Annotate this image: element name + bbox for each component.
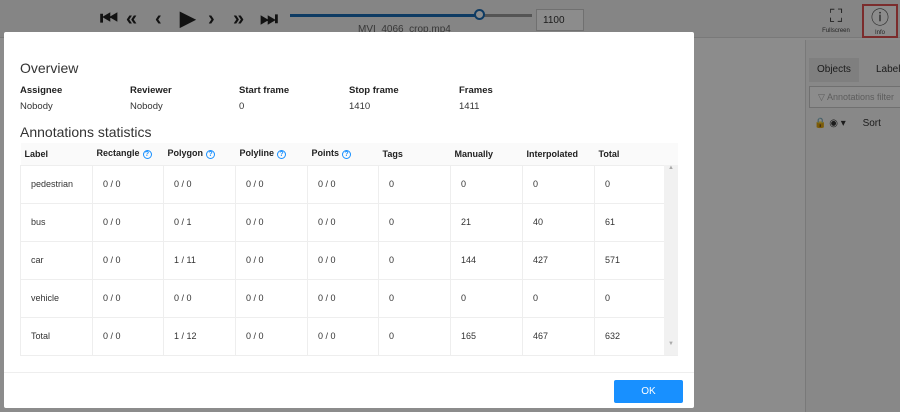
table-cell: 0 / 0 (92, 241, 164, 280)
table-cell: 1 / 12 (163, 317, 236, 356)
table-cell: 0 / 0 (235, 165, 308, 204)
table-cell: 0 / 0 (163, 165, 236, 204)
table-cell: 0 / 0 (92, 165, 164, 204)
table-cell: 427 (522, 241, 595, 280)
table-cell: 0 (522, 165, 595, 204)
table-cell: 0 / 0 (307, 165, 379, 204)
column-header: Total (594, 143, 678, 166)
column-header: Tags (378, 143, 451, 166)
help-icon[interactable]: ? (342, 150, 352, 160)
table-cell: 165 (450, 317, 523, 356)
stats-title: Annotations statistics (20, 124, 152, 140)
table-cell: 0 / 1 (163, 203, 236, 242)
table-cell: 0 (378, 241, 451, 280)
table-cell: 0 / 0 (163, 279, 236, 318)
table-cell: 0 (450, 165, 523, 204)
table-cell: 0 / 0 (235, 317, 308, 356)
table-cell: 0 / 0 (307, 241, 379, 280)
info-modal: Overview Assignee Nobody Reviewer Nobody S… (4, 32, 694, 408)
overview-assignee: Assignee Nobody (20, 85, 63, 112)
table-cell: 0 / 0 (235, 241, 308, 280)
table-cell: 467 (522, 317, 595, 356)
table-cell: pedestrian (20, 165, 93, 204)
fast-backward-icon[interactable]: « (126, 8, 138, 30)
overview-stop-frame: Stop frame 1410 (349, 85, 399, 112)
table-cell: 0 (522, 279, 595, 318)
table-scrollbar[interactable]: ▲ ▼ (664, 165, 678, 355)
tab-objects[interactable]: Objects (809, 58, 859, 82)
play-icon[interactable]: ▶ (180, 8, 196, 30)
filename: MVI_4066_crop.mp4 (358, 24, 451, 35)
overview-title: Overview (20, 60, 79, 76)
table-cell: 0 / 0 (307, 317, 379, 356)
help-icon[interactable]: ? (277, 150, 287, 160)
annotations-filter-input[interactable]: ▽ Annotations filter (809, 86, 900, 108)
first-frame-icon[interactable]: ⏮ (100, 8, 118, 30)
table-cell: 0 / 0 (307, 203, 379, 242)
table-cell: 0 / 0 (92, 317, 164, 356)
frame-slider[interactable] (290, 9, 532, 20)
table-cell: 0 / 0 (92, 279, 164, 318)
overview-start-frame: Start frame 0 (239, 85, 290, 112)
table-cell: 144 (450, 241, 523, 280)
sidebar-controls: 🔒 ◉ ▾ Sort (814, 118, 881, 129)
table-cell: 0 / 0 (235, 279, 308, 318)
info-icon: ⓘ (871, 8, 889, 28)
table-cell: bus (20, 203, 93, 242)
column-header: Polyline? (235, 143, 308, 166)
column-header: Rectangle? (92, 143, 164, 166)
table-cell: 0 (378, 203, 451, 242)
column-header: Manually (450, 143, 523, 166)
column-header: Polygon? (163, 143, 236, 166)
table-cell: 0 (378, 165, 451, 204)
info-button[interactable]: ⓘ Info (862, 4, 898, 38)
stats-table: Label Rectangle? Polygon? Polyline? Points? T… (20, 143, 678, 356)
table-cell: 40 (522, 203, 595, 242)
overview-frames: Frames 1411 (459, 85, 493, 112)
modal-footer (4, 372, 694, 373)
table-cell: Total (20, 317, 93, 356)
table-cell: 0 (378, 279, 451, 318)
table-cell: 0 / 0 (235, 203, 308, 242)
caret-down-icon[interactable]: ▾ (840, 118, 846, 129)
table-cell: 1 / 11 (163, 241, 236, 280)
fast-forward-icon[interactable]: » (233, 8, 245, 30)
objects-sidebar: Objects Labels ▽ Annotations filter 🔒 ◉ … (805, 40, 900, 412)
overview-reviewer: Reviewer Nobody (130, 85, 172, 112)
tab-labels[interactable]: Labels (876, 64, 900, 75)
help-icon[interactable]: ? (206, 150, 215, 160)
table-cell: vehicle (20, 279, 93, 318)
previous-icon[interactable]: ‹ (155, 8, 162, 30)
hide-icon[interactable]: ◉ (829, 118, 838, 129)
lock-icon[interactable]: 🔒 (814, 118, 827, 129)
last-frame-icon[interactable]: ⏭ (260, 8, 278, 30)
next-icon[interactable]: › (208, 8, 215, 30)
fullscreen-icon: ⛶ (829, 6, 843, 26)
table-cell: 21 (450, 203, 523, 242)
fullscreen-button[interactable]: ⛶ Fullscreen (818, 4, 854, 38)
help-icon[interactable]: ? (142, 150, 152, 160)
table-cell: 0 / 0 (92, 203, 164, 242)
top-bar: ⏮ « ‹ ▶ › » ⏭ 1100 MVI_4066_crop.mp4 ⛶ Fu… (0, 0, 900, 38)
table-cell: 0 / 0 (307, 279, 379, 318)
column-header: Label (20, 143, 93, 166)
table-cell: 0 (450, 279, 523, 318)
ok-button[interactable]: OK (614, 380, 683, 403)
frame-input[interactable]: 1100 (536, 9, 584, 31)
table-cell: 0 (378, 317, 451, 356)
column-header: Interpolated (522, 143, 595, 166)
table-cell: car (20, 241, 93, 280)
column-header: Points? (307, 143, 379, 166)
